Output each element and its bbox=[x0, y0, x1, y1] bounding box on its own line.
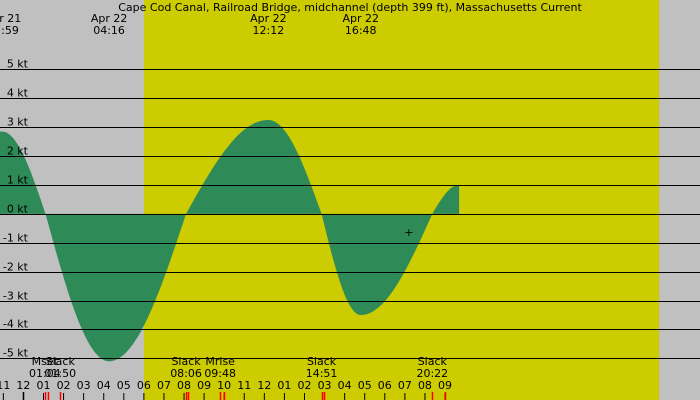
hour-tick-label: 07 bbox=[157, 379, 171, 392]
hour-tick-label: 06 bbox=[378, 379, 392, 392]
event-time-label: 01:50 bbox=[44, 367, 76, 380]
y-tick-label: 0 kt bbox=[7, 203, 29, 216]
hour-tick-label: 01 bbox=[277, 379, 291, 392]
gridlines bbox=[0, 69, 700, 359]
hour-tick-label: 05 bbox=[358, 379, 372, 392]
event-label: Slack bbox=[307, 355, 337, 368]
y-tick-label: 5 kt bbox=[7, 58, 29, 71]
hour-tick-label: 03 bbox=[318, 379, 332, 392]
event-time-label: 20:22 bbox=[416, 367, 448, 380]
now-marker-symbol: + bbox=[404, 226, 413, 239]
event-time-label: 01:04 bbox=[29, 367, 61, 380]
y-tick-label: 4 kt bbox=[7, 87, 29, 100]
top-time-label: 16:48 bbox=[345, 24, 377, 37]
chart-title: Cape Cod Canal, Railroad Bridge, midchan… bbox=[118, 1, 582, 14]
event-label: Mset bbox=[32, 355, 59, 368]
now-marker: + bbox=[404, 226, 413, 239]
event-label: Slack bbox=[171, 355, 201, 368]
hour-tick-label: 11 bbox=[0, 379, 10, 392]
event-label: Mrise bbox=[205, 355, 235, 368]
hour-tick-label: 06 bbox=[137, 379, 151, 392]
y-tick-label: -1 kt bbox=[3, 232, 29, 245]
hour-tick-label: 04 bbox=[97, 379, 111, 392]
hour-tick-labels: 11 12 01 02 03 04 05 06 07 08 09 10 11 12 01 02 03 04 05 06… bbox=[0, 379, 452, 400]
event-label: Slack bbox=[418, 355, 448, 368]
hour-tick-label: 07 bbox=[398, 379, 412, 392]
event-time-label: 14:51 bbox=[306, 367, 338, 380]
hour-tick-label: 02 bbox=[297, 379, 311, 392]
hour-tick-label: 08 bbox=[418, 379, 432, 392]
hour-tick-label: 01 bbox=[36, 379, 50, 392]
bottom-event-labels: Mset01:04Slack01:50Slack08:06Mrise09:48S… bbox=[29, 355, 448, 380]
ebb-current-area bbox=[0, 119, 460, 362]
hour-tick-label: 03 bbox=[77, 379, 91, 392]
hour-tick-label: 09 bbox=[197, 379, 211, 392]
event-label: Slack bbox=[46, 355, 76, 368]
top-time-label: Apr 22 bbox=[91, 12, 128, 25]
y-tick-label: -5 kt bbox=[3, 347, 29, 360]
top-time-label: 02:59 bbox=[0, 24, 19, 37]
hour-tick-label: 04 bbox=[338, 379, 352, 392]
current-area bbox=[0, 119, 460, 362]
y-tick-label: -4 kt bbox=[3, 318, 29, 331]
y-tick-label: 2 kt bbox=[7, 145, 29, 158]
hour-tick-label: 05 bbox=[117, 379, 131, 392]
hour-tick-label: 10 bbox=[217, 379, 231, 392]
hour-tick-label: 09 bbox=[438, 379, 452, 392]
top-time-label: 12:12 bbox=[253, 24, 285, 37]
hour-tick-label: 02 bbox=[57, 379, 71, 392]
hour-tick-label: 08 bbox=[177, 379, 191, 392]
top-time-label: Apr 22 bbox=[342, 12, 379, 25]
hour-tick-label: 12 bbox=[16, 379, 30, 392]
y-tick-label: -2 kt bbox=[3, 261, 29, 274]
top-time-label: 04:16 bbox=[93, 24, 125, 37]
event-time-label: 09:48 bbox=[204, 367, 236, 380]
y-tick-label: 1 kt bbox=[7, 174, 29, 187]
hour-tick-label: 11 bbox=[237, 379, 251, 392]
event-time-label: 08:06 bbox=[170, 367, 202, 380]
y-axis-labels: 5 kt 4 kt 3 kt 2 kt 1 kt 0 kt -1 kt -2 kt -3 kt -… bbox=[3, 58, 29, 360]
hour-tick-label: 12 bbox=[257, 379, 271, 392]
y-tick-label: -3 kt bbox=[3, 290, 29, 303]
top-time-label: Apr 22 bbox=[250, 12, 287, 25]
y-tick-label: 3 kt bbox=[7, 116, 29, 129]
top-time-label: Apr 21 bbox=[0, 12, 21, 25]
